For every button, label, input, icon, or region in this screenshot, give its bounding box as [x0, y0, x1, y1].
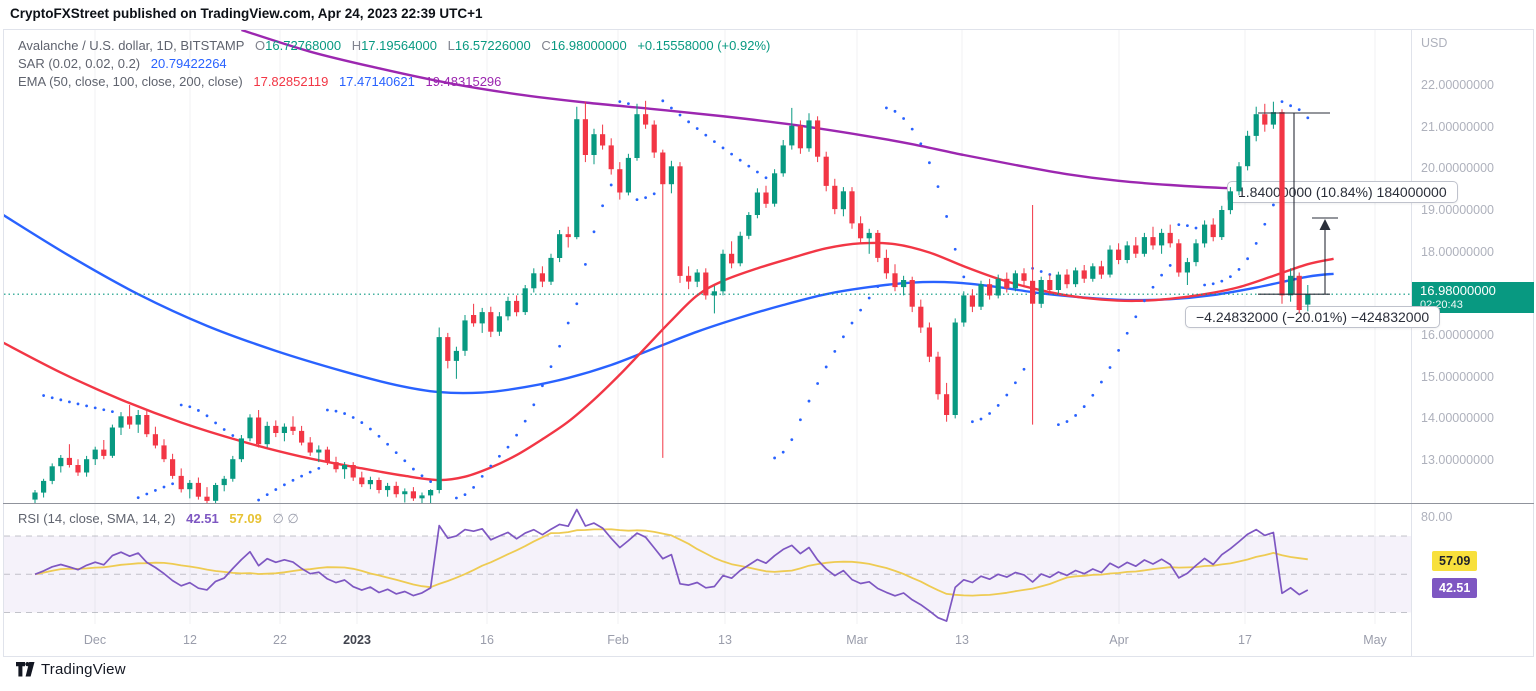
- time-tick-label: Dec: [83, 633, 107, 647]
- rsi-ma-axis-tag: 57.09: [1432, 551, 1478, 571]
- ema200-value: 19.48315296: [425, 74, 502, 89]
- currency-label: USD: [1421, 36, 1448, 50]
- low-value: 16.57226000: [454, 38, 531, 53]
- rsi-axis-tag: 42.51: [1432, 578, 1478, 598]
- open-key: O: [255, 38, 266, 53]
- price-tick-label: 18.00000000: [1421, 244, 1494, 259]
- close-key: C: [541, 38, 551, 53]
- ema100-value: 17.47140621: [338, 74, 415, 89]
- price-tick-label: 14.00000000: [1421, 411, 1494, 426]
- tradingview-logo-icon: [16, 662, 35, 677]
- time-tick-label: Mar: [846, 633, 868, 647]
- sar-value: 20.79422264: [150, 56, 227, 71]
- price-axis-separator[interactable]: [1411, 29, 1412, 656]
- time-tick-label: 22: [273, 633, 287, 647]
- time-tick-label: Feb: [607, 633, 629, 647]
- chart-right-border: [1533, 29, 1534, 656]
- close-value: 16.98000000: [550, 38, 627, 53]
- low-key: L: [447, 38, 455, 53]
- price-tick-label: 21.00000000: [1421, 119, 1494, 134]
- time-tick-label: May: [1363, 633, 1387, 647]
- price-tick-label: 15.00000000: [1421, 369, 1494, 384]
- price-range-fall-callout[interactable]: −4.24832000 (−20.01%) −424832000: [1185, 306, 1441, 328]
- ema50-value: 17.82852119: [253, 74, 329, 89]
- rsi-ma-value: 57.09: [229, 511, 262, 526]
- measure-fall: [1258, 112, 1330, 295]
- chart-left-border: [3, 29, 4, 656]
- symbol-title: Avalanche / U.S. dollar, 1D, BITSTAMP: [18, 38, 245, 53]
- price-tick-label: 22.00000000: [1421, 78, 1494, 92]
- ema-lines: [4, 30, 1334, 502]
- price-tick-label: 13.00000000: [1421, 453, 1494, 468]
- open-value: 16.72768000: [265, 38, 342, 53]
- sar-dots: [42, 99, 1310, 502]
- pane-separator[interactable]: [3, 503, 1534, 505]
- rsi-value: 42.51: [186, 511, 219, 526]
- rsi-band: [4, 536, 1411, 613]
- time-tick-label: 13: [955, 633, 969, 647]
- current-price-value: 16.98000000: [1420, 283, 1496, 298]
- time-axis-bottom-border: [3, 656, 1534, 657]
- price-tick-label: 20.00000000: [1421, 161, 1494, 176]
- price-range-rise-callout[interactable]: 1.84000000 (10.84%) 184000000: [1227, 181, 1458, 203]
- time-tick-label: Apr: [1109, 633, 1129, 647]
- tradingview-watermark[interactable]: TradingView: [16, 661, 126, 678]
- chart-top-border: [3, 29, 1534, 30]
- price-tick-label: 19.00000000: [1421, 203, 1494, 217]
- time-tick-label: 2023: [343, 633, 371, 647]
- sar-legend-row[interactable]: SAR (0.02, 0.02, 0.2) 20.79422264: [18, 56, 227, 71]
- price-tick-label: 16.00000000: [1421, 328, 1494, 343]
- rsi-tick-label: 80.00: [1421, 509, 1453, 524]
- symbol-legend-row[interactable]: Avalanche / U.S. dollar, 1D, BITSTAMP O1…: [18, 38, 770, 53]
- time-tick-label: 13: [718, 633, 732, 647]
- sar-label: SAR (0.02, 0.02, 0.2): [18, 56, 141, 71]
- tradingview-brand-text: TradingView: [41, 661, 126, 678]
- ema-legend-row[interactable]: EMA (50, close, 100, close, 200, close) …: [18, 74, 501, 89]
- time-tick-label: 16: [480, 633, 494, 647]
- high-value: 17.19564000: [361, 38, 437, 53]
- measure-rise: [1312, 217, 1338, 295]
- time-tick-label: 12: [183, 633, 197, 647]
- change-value: +0.15558000 (+0.92%): [637, 38, 771, 53]
- rsi-empty-values: ∅ ∅: [272, 511, 299, 526]
- rsi-label: RSI (14, close, SMA, 14, 2): [18, 511, 176, 526]
- rsi-ma-line: [34, 528, 1308, 597]
- time-tick-label: 17: [1238, 633, 1252, 647]
- ema-label: EMA (50, close, 100, close, 200, close): [18, 74, 243, 89]
- rsi-legend-row[interactable]: RSI (14, close, SMA, 14, 2) 42.51 57.09 …: [18, 511, 299, 527]
- high-key: H: [351, 38, 362, 53]
- candles: [32, 100, 1311, 503]
- publish-attribution: CryptoFXStreet published on TradingView.…: [10, 6, 483, 21]
